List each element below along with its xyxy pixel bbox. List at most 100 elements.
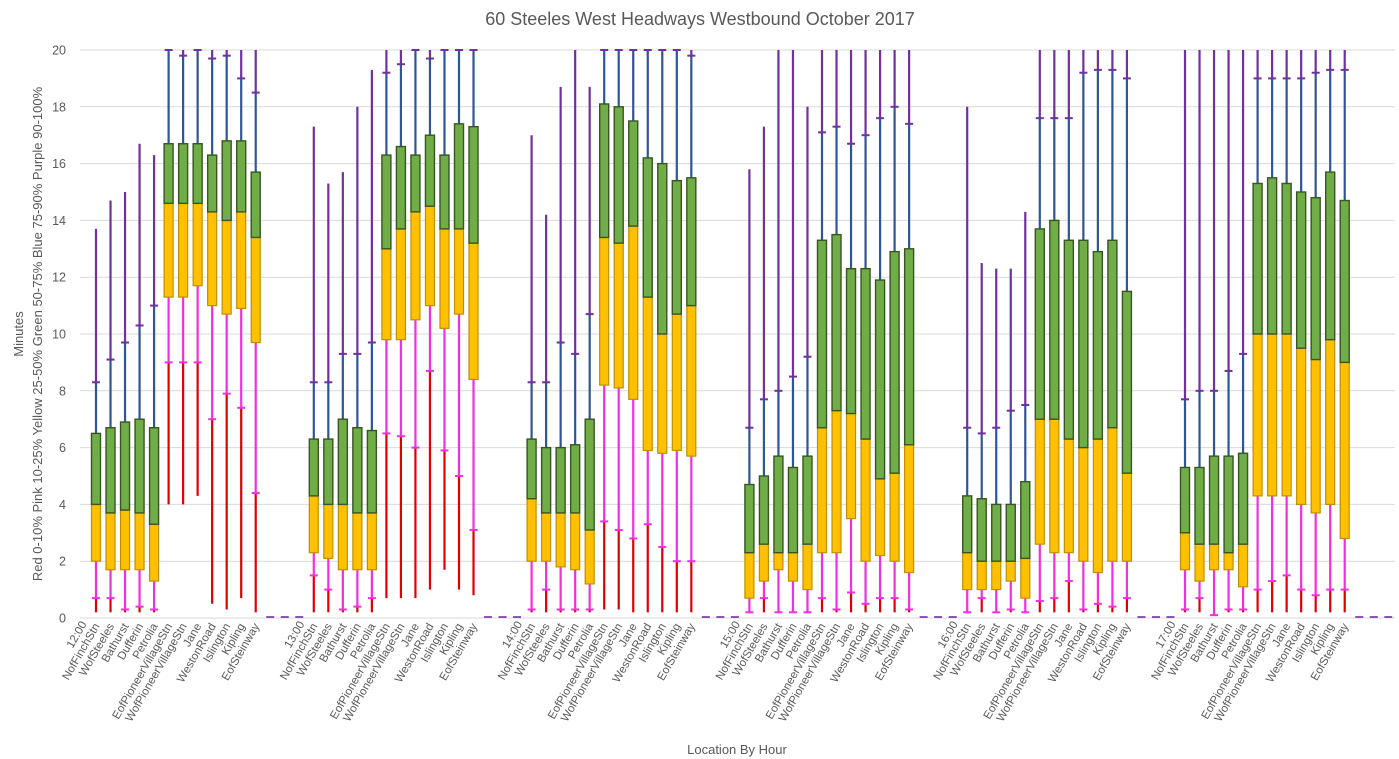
box-13:00-WofSteeles bbox=[323, 183, 334, 613]
box-50-75 bbox=[1208, 455, 1220, 545]
y-tick-label: 16 bbox=[52, 157, 66, 171]
box-50-75 bbox=[599, 103, 610, 239]
box-25-50 bbox=[831, 410, 842, 554]
box-16:00-Kipling bbox=[1107, 50, 1118, 613]
box-12:00-EofPioneerVillageStn bbox=[163, 49, 174, 505]
box-14:00-WofSteeles bbox=[540, 214, 552, 613]
box-50-75 bbox=[1324, 171, 1336, 341]
box-50-75 bbox=[845, 267, 857, 415]
y-tick-label: 18 bbox=[52, 100, 66, 114]
box-50-75 bbox=[439, 154, 450, 230]
y-tick-label: 20 bbox=[52, 44, 66, 58]
box-25-50 bbox=[628, 225, 639, 400]
box-25-50 bbox=[1339, 361, 1350, 540]
y-tick-label: 14 bbox=[52, 214, 66, 228]
box-25-50 bbox=[845, 412, 857, 520]
box-25-50 bbox=[468, 242, 479, 381]
box-50-75 bbox=[1223, 455, 1234, 554]
box-25-50 bbox=[1252, 333, 1263, 497]
box-12:00-Bathurst bbox=[119, 192, 131, 613]
box-13:00-WofPioneerVillageStn bbox=[395, 50, 407, 599]
box-15:00-Kipling bbox=[889, 50, 900, 613]
box-13:00-Kipling bbox=[453, 49, 465, 590]
box-50-75 bbox=[628, 120, 639, 227]
box-50-75 bbox=[773, 455, 784, 554]
box-50-75 bbox=[119, 421, 131, 511]
box-25-50 bbox=[1325, 339, 1336, 505]
box-16:00-WestonRoad bbox=[1078, 50, 1089, 613]
box-25-50 bbox=[758, 543, 770, 582]
box-17:00-Dufferin bbox=[1223, 50, 1234, 613]
box-50-75 bbox=[1179, 466, 1191, 534]
box-15:00-NofFinchStn bbox=[744, 169, 755, 614]
box-25-50 bbox=[453, 228, 465, 315]
box-50-75 bbox=[134, 418, 145, 514]
box-50-75 bbox=[1049, 219, 1060, 420]
y-axis-legend-text: Red 0-10% Pink 10-25% Yellow 25-50% Gree… bbox=[30, 86, 45, 581]
box-25-50 bbox=[1005, 560, 1016, 582]
box-14:00-WestonRoad bbox=[642, 49, 653, 613]
box-50-75 bbox=[744, 483, 755, 554]
box-25-50 bbox=[787, 552, 799, 582]
box-50-75 bbox=[1266, 177, 1278, 335]
box-17:00-WestonRoad bbox=[1295, 50, 1307, 613]
box-14:00-Petrolia bbox=[584, 86, 595, 613]
box-13:00-WestonRoad bbox=[424, 50, 436, 590]
box-50-75 bbox=[105, 427, 116, 514]
box-17:00-WofPioneerVillageStn bbox=[1266, 50, 1278, 613]
box-16:00-EofPioneerVillageStn bbox=[1034, 50, 1046, 613]
box-25-50 bbox=[744, 552, 755, 599]
box-25-50 bbox=[1121, 472, 1133, 562]
box-50-75 bbox=[874, 279, 886, 480]
box-50-75 bbox=[323, 438, 334, 506]
box-25-50 bbox=[148, 523, 160, 582]
box-25-50 bbox=[991, 560, 1002, 591]
box-25-50 bbox=[192, 202, 203, 287]
box-50-75 bbox=[1121, 290, 1133, 474]
box-13:00-Bathurst bbox=[337, 172, 349, 613]
box-25-50 bbox=[962, 552, 973, 591]
box-25-50 bbox=[773, 552, 784, 571]
y-axis-title: Minutes bbox=[11, 311, 26, 357]
box-14:00-NofFinchStn bbox=[526, 135, 537, 613]
y-tick-label: 12 bbox=[52, 271, 66, 285]
box-14:00-EofSteinway bbox=[686, 50, 697, 613]
box-50-75 bbox=[903, 248, 915, 446]
box-50-75 bbox=[1078, 239, 1089, 449]
box-50-75 bbox=[337, 418, 349, 506]
box-25-50 bbox=[613, 242, 624, 389]
box-15:00-WofSteeles bbox=[758, 126, 770, 613]
box-15:00-Petrolia bbox=[802, 106, 813, 614]
box-25-50 bbox=[1107, 427, 1118, 562]
box-50-75 bbox=[1295, 191, 1307, 349]
box-25-50 bbox=[366, 512, 377, 571]
box-50-75 bbox=[308, 438, 319, 497]
box-12:00-NofFinchStn bbox=[90, 228, 102, 613]
box-13:00-Islington bbox=[439, 49, 450, 570]
box-13:00-NofFinchStn bbox=[308, 126, 319, 613]
box-50-75 bbox=[569, 444, 581, 514]
box-25-50 bbox=[657, 333, 668, 454]
box-25-50 bbox=[119, 509, 131, 571]
box-25-50 bbox=[410, 211, 421, 321]
box-25-50 bbox=[1310, 358, 1321, 514]
box-25-50 bbox=[1020, 557, 1031, 599]
box-25-50 bbox=[90, 503, 102, 562]
box-50-75 bbox=[976, 498, 987, 562]
y-tick-label: 4 bbox=[59, 498, 66, 512]
box-50-75 bbox=[671, 179, 682, 315]
box-25-50 bbox=[686, 305, 697, 457]
box-12:00-WofPioneerVillageStn bbox=[177, 50, 189, 505]
box-50-75 bbox=[221, 140, 232, 222]
box-25-50 bbox=[439, 228, 450, 329]
box-25-50 bbox=[1208, 543, 1220, 571]
box-25-50 bbox=[424, 205, 436, 307]
y-axis-label: Red 0-10% Pink 10-25% Yellow 25-50% Gree… bbox=[11, 86, 45, 581]
box-50-75 bbox=[1252, 182, 1263, 335]
box-25-50 bbox=[323, 503, 334, 559]
box-12:00-EofSteinway bbox=[250, 50, 261, 613]
box-25-50 bbox=[352, 512, 363, 571]
box-50-75 bbox=[352, 427, 363, 514]
box-17:00-EofPioneerVillageStn bbox=[1252, 50, 1263, 613]
box-12:00-Petrolia bbox=[148, 155, 160, 613]
